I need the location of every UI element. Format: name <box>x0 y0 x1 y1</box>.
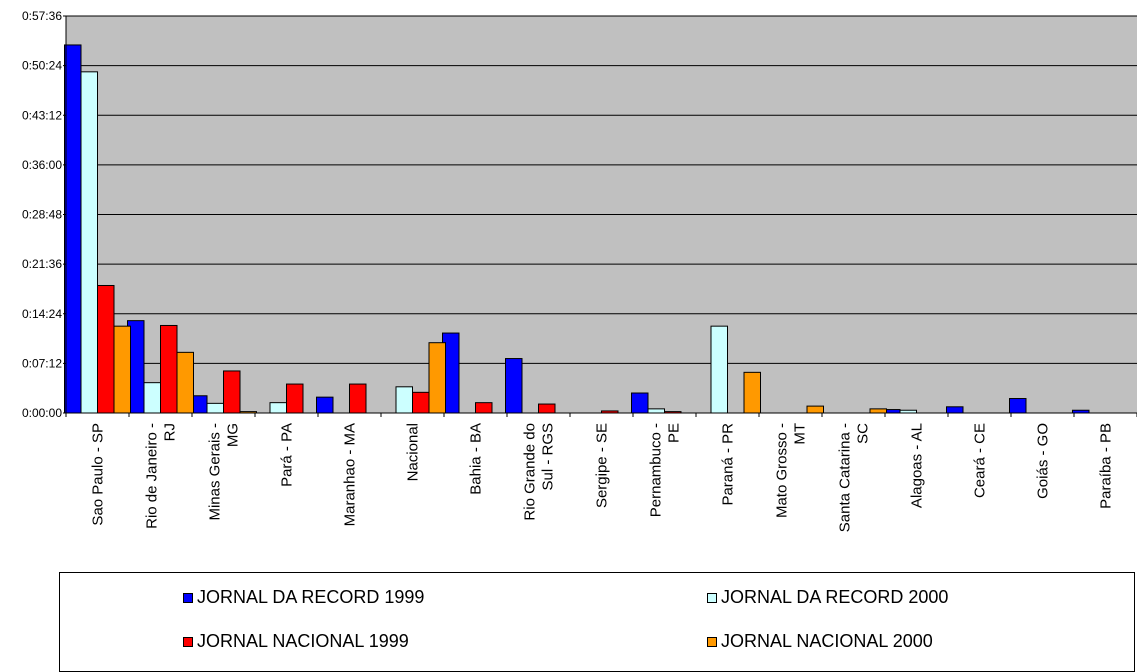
bar <box>97 284 115 414</box>
x-tick-label-line: Sergipe - SE <box>594 423 611 508</box>
x-tick-label: Nacional <box>405 423 422 481</box>
y-tick-label: 0:21:36 <box>22 257 62 271</box>
legend-swatch <box>707 592 717 603</box>
bar <box>113 325 131 414</box>
x-tick-label-line: Rio de Janeiro - <box>144 423 161 529</box>
x-tick-label: Rio Grande doSul - RGS <box>522 423 557 521</box>
x-tick-label: Bahia - BA <box>468 423 485 495</box>
bar <box>946 406 964 414</box>
x-tick-label-line: PE <box>666 423 683 443</box>
legend-label: JORNAL NACIONAL 2000 <box>721 631 933 651</box>
x-tick-label-line: Pará - PA <box>279 423 296 487</box>
x-tick-label-line: Bahia - BA <box>468 423 485 495</box>
x-tick-label-line: Paraíba - PB <box>1098 423 1115 509</box>
bar <box>743 371 761 414</box>
y-tick-label: 0:43:12 <box>22 108 62 122</box>
legend-label: JORNAL NACIONAL 1999 <box>197 631 409 651</box>
bar <box>538 403 556 414</box>
bar <box>349 383 367 414</box>
x-tick-label-line: Santa Catarina - <box>837 423 854 532</box>
legend-item: JORNAL NACIONAL 2000 <box>707 631 933 652</box>
bar <box>710 325 728 414</box>
x-tick-label: Rio de Janeiro -RJ <box>144 423 179 529</box>
x-tick-label-line: Sul - RGS <box>540 423 557 491</box>
x-tick-label-line: Alagoas - AL <box>909 423 926 508</box>
x-tick-label: Goiás - GO <box>1035 423 1052 499</box>
x-tick-label-line: Mato Grosso - <box>774 423 791 518</box>
y-tick-labels: 0:00:00 0:07:12 0:14:24 0:21:36 0:28:48 0:36:… <box>22 9 66 420</box>
bar <box>64 44 82 414</box>
y-tick-label: 0:28:48 <box>22 208 62 222</box>
bar <box>160 324 178 414</box>
y-tick-label: 0:57:36 <box>22 9 62 23</box>
x-tick-label: Paraíba - PB <box>1098 423 1115 509</box>
y-tick-label: 0:14:24 <box>22 307 62 321</box>
bar <box>412 391 430 414</box>
x-tick-label-line: MT <box>792 423 809 445</box>
x-tick-label-line: SC <box>855 423 872 444</box>
x-tick-label: Pará - PA <box>279 423 296 487</box>
x-tick-label: Pernambuco -PE <box>648 423 683 517</box>
y-tick-label: 0:36:00 <box>22 158 62 172</box>
legend: JORNAL DA RECORD 1999 JORNAL DA RECORD 2… <box>59 572 1135 672</box>
x-tick-label: Sao Paulo - SP <box>90 423 107 526</box>
bar <box>316 396 334 414</box>
x-tick-label: Ceará - CE <box>972 423 989 498</box>
y-tick-label: 0:07:12 <box>22 356 62 370</box>
x-tick-label-line: Ceará - CE <box>972 423 989 498</box>
x-tick-label: Paraná - PR <box>720 423 737 506</box>
legend-item: JORNAL DA RECORD 1999 <box>183 587 424 608</box>
legend-swatch <box>183 636 193 647</box>
legend-label: JORNAL DA RECORD 2000 <box>721 587 949 607</box>
x-tick-label-line: RJ <box>162 423 179 441</box>
bar <box>631 392 649 414</box>
bar <box>80 71 98 414</box>
bar <box>395 386 413 414</box>
legend-item: JORNAL NACIONAL 1999 <box>183 631 409 652</box>
x-tick-label-line: Maranhao - MA <box>342 423 359 526</box>
x-tick-label: Maranhao - MA <box>342 423 359 526</box>
legend-swatch <box>183 592 193 603</box>
x-tick-label-line: Minas Gerais - <box>207 423 224 521</box>
x-tick-label-line: MG <box>225 423 242 447</box>
bar <box>223 370 241 414</box>
x-tick-label: Mato Grosso -MT <box>774 423 809 518</box>
legend-label: JORNAL DA RECORD 1999 <box>197 587 425 607</box>
x-tick-label: Sergipe - SE <box>594 423 611 508</box>
gridlines <box>66 15 1137 364</box>
bar <box>428 342 446 414</box>
bar <box>869 408 887 414</box>
bar <box>647 408 665 414</box>
x-tick-label-line: Paraná - PR <box>720 423 737 506</box>
bar <box>806 405 824 414</box>
legend-swatch <box>707 636 717 647</box>
x-tick-label-line: Nacional <box>405 423 422 481</box>
x-tick-label-line: Pernambuco - <box>648 423 665 517</box>
bar <box>176 351 194 414</box>
x-tick-label: Alagoas - AL <box>909 423 926 508</box>
bar <box>206 402 224 414</box>
bar <box>505 358 523 414</box>
bar <box>475 402 493 414</box>
x-tick-label: Minas Gerais -MG <box>207 423 242 521</box>
bar <box>286 383 304 414</box>
bar <box>269 402 287 414</box>
bar <box>143 382 161 414</box>
legend-item: JORNAL DA RECORD 2000 <box>707 587 948 608</box>
x-tick-label-line: Goiás - GO <box>1035 423 1052 499</box>
y-tick-label: 0:00:00 <box>22 406 62 420</box>
x-tick-label: Santa Catarina -SC <box>837 423 872 532</box>
x-tick-labels: Sao Paulo - SP Rio de Janeiro -RJ Minas Ge… <box>90 423 1115 532</box>
x-tick-label-line: Rio Grande do <box>522 423 539 521</box>
bar-marks <box>64 44 1090 414</box>
y-tick-label: 0:50:24 <box>22 59 62 73</box>
bar-chart: 0:00:00 0:07:12 0:14:24 0:21:36 0:28:48 0:36:… <box>22 9 1137 532</box>
x-tick-label-line: Sao Paulo - SP <box>90 423 107 526</box>
bar <box>1009 398 1027 414</box>
